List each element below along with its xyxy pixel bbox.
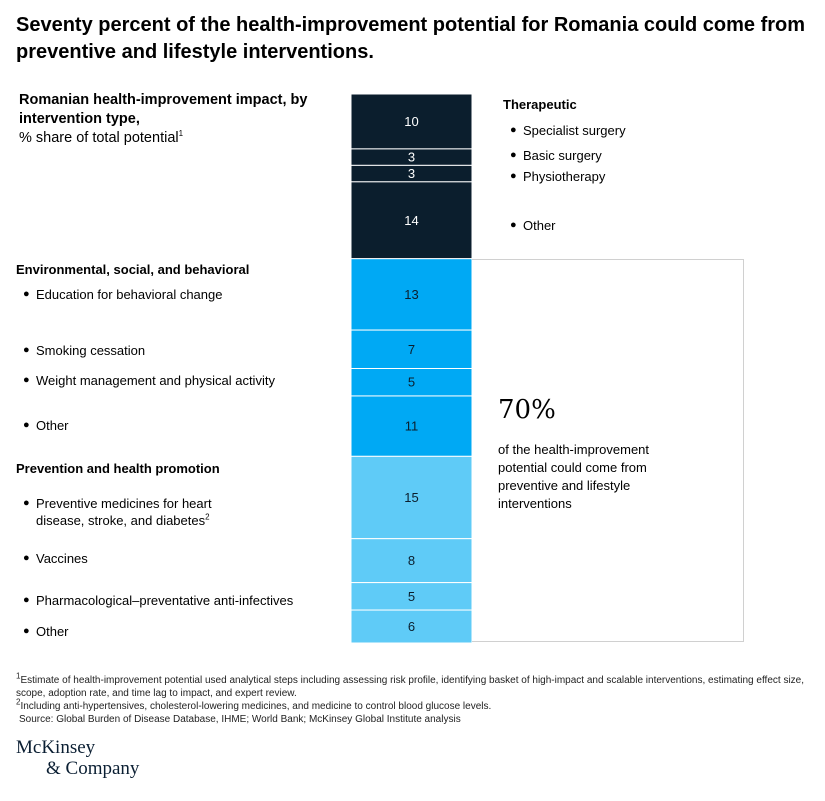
- label-preventive-medicines: ● Preventive medicines for heart disease, …: [23, 496, 212, 528]
- label-physiotherapy: ● Physiotherapy: [510, 169, 606, 184]
- callout-box: [472, 259, 744, 642]
- label-vaccines: ● Vaccines: [23, 551, 88, 566]
- bullet-icon: ●: [510, 219, 517, 231]
- source-note: Source: Global Burden of Disease Databas…: [19, 714, 461, 725]
- label-prevention-other: ● Other: [23, 624, 69, 639]
- label-education: ● Education for behavioral change: [23, 287, 223, 302]
- logo-line-2: & Company: [46, 758, 140, 779]
- subtitle-regular: % share of total potential: [19, 130, 179, 146]
- bullet-icon: ●: [23, 625, 30, 637]
- group-label-therapeutic: Therapeutic: [503, 97, 577, 112]
- bullet-icon: ●: [510, 149, 517, 161]
- bar-segment-6: [351, 329, 472, 370]
- bar-segment-label-1: 10: [404, 114, 418, 129]
- bar-segment-label-6: 7: [408, 342, 415, 357]
- bar-segment-9: [351, 455, 472, 540]
- label-basic-surgery: ● Basic surgery: [510, 148, 602, 163]
- bar-segment-label-8: 11: [405, 419, 419, 434]
- bar-segment-label-2: 3: [408, 150, 415, 165]
- label-weight: ● Weight management and physical activity: [23, 373, 275, 388]
- bar-segment-label-10: 8: [408, 553, 415, 568]
- chart-title: Seventy percent of the health-improvemen…: [16, 14, 806, 63]
- bar-segment-5: [351, 258, 472, 331]
- callout-text: of the health-improvement potential coul…: [498, 442, 650, 511]
- bullet-icon: ●: [23, 497, 30, 509]
- label-specialist-surgery: ● Specialist surgery: [510, 123, 626, 138]
- bar-segment-label-12: 6: [408, 619, 415, 634]
- bar-segment-label-9: 15: [404, 490, 418, 505]
- bar-segment-label-11: 5: [408, 589, 415, 604]
- bullet-icon: ●: [23, 419, 30, 431]
- subtitle-footnote-mark: 1: [178, 129, 184, 139]
- bar-segment-12: [351, 609, 472, 643]
- bar-segment-label-3: 3: [408, 166, 415, 181]
- logo-line-1: McKinsey: [16, 737, 96, 758]
- label-environmental-other: ● Other: [23, 418, 69, 433]
- label-smoking: ● Smoking cessation: [23, 343, 146, 358]
- footnotes: 1Estimate of health-improvement potentia…: [16, 671, 816, 726]
- group-label-prevention: Prevention and health promotion: [16, 461, 220, 476]
- bar-segment-label-4: 14: [404, 213, 418, 228]
- group-label-environmental: Environmental, social, and behavioral: [16, 262, 250, 277]
- stacked-bar-chart: 10 33 14 13 7 5 11 15 8 5 6: [351, 94, 472, 643]
- bar-segment-10: [351, 538, 472, 584]
- bullet-icon: ●: [510, 124, 517, 136]
- mckinsey-logo: McKinsey & Company: [16, 737, 139, 779]
- bar-segment-7: [351, 368, 472, 397]
- label-anti-infectives: ● Pharmacological–preventative anti-infec…: [23, 593, 294, 608]
- bullet-icon: ●: [23, 552, 30, 564]
- bar-segment-label-5: 13: [404, 287, 418, 302]
- bullet-icon: ●: [23, 594, 30, 606]
- footnote-2: 2Including anti-hypertensives, cholester…: [16, 697, 492, 712]
- bullet-icon: ●: [510, 170, 517, 182]
- bullet-icon: ●: [23, 344, 30, 356]
- callout-value: 70%: [498, 395, 556, 425]
- bar-segment-8: [351, 395, 472, 457]
- subtitle-bold: Romanian health-improvement impact, by i…: [19, 92, 308, 127]
- bar-segment-11: [351, 582, 472, 611]
- chart-subtitle: Romanian health-improvement impact, by i…: [19, 91, 319, 148]
- label-therapeutic-other: ● Other: [510, 218, 556, 233]
- bullet-icon: ●: [23, 288, 30, 300]
- bullet-icon: ●: [23, 374, 30, 386]
- footnote-1: 1Estimate of health-improvement potentia…: [16, 671, 805, 699]
- bar-segment-label-7: 5: [408, 375, 415, 390]
